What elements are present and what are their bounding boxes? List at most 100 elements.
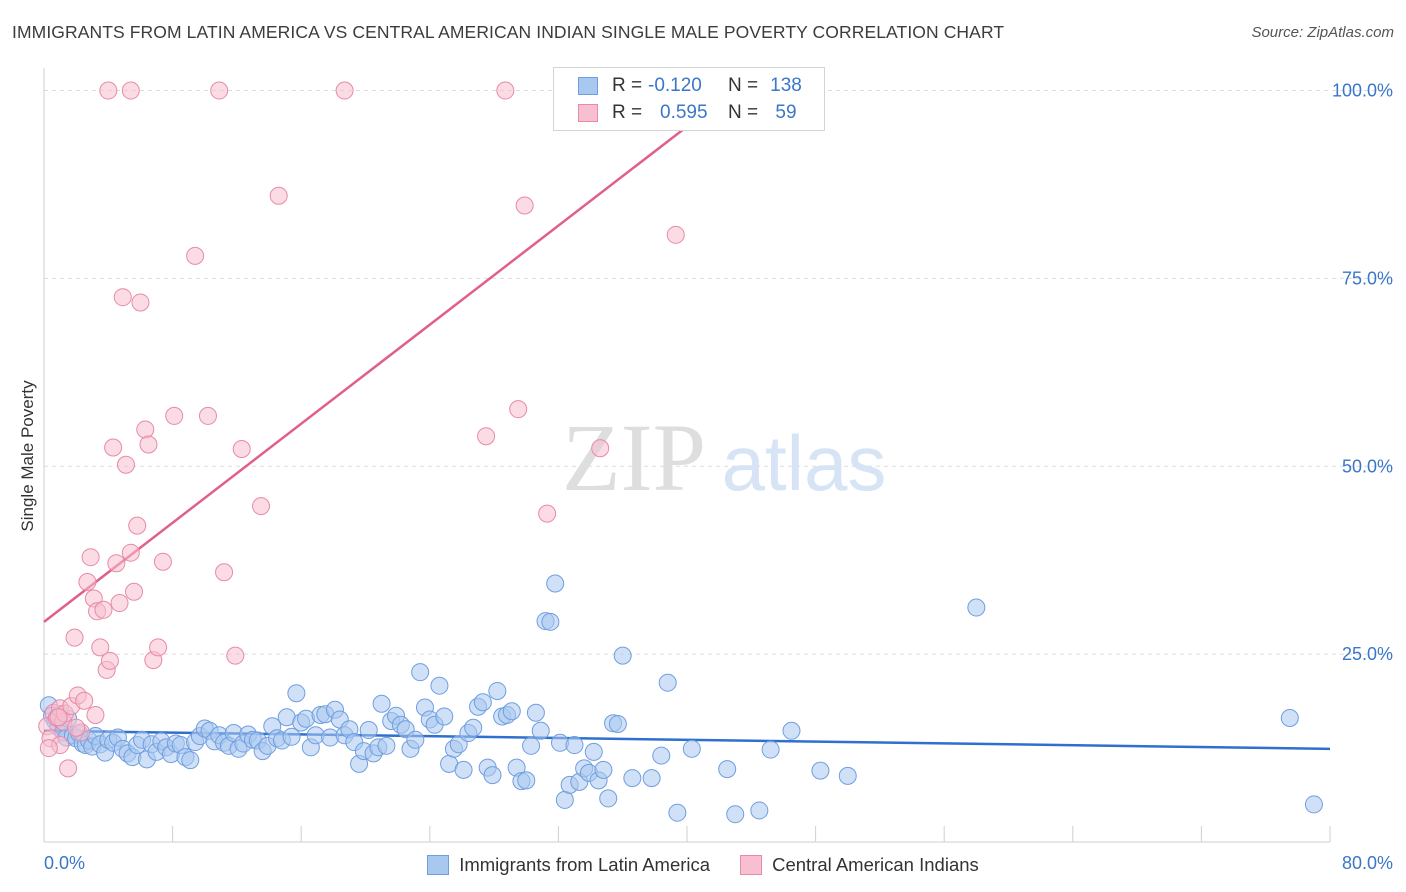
data-point-central-american-indians [232, 439, 251, 458]
legend-item-central-american-indians[interactable]: Central American Indians [740, 854, 979, 876]
data-point-latin-america [473, 693, 492, 712]
legend-swatch-pink [740, 855, 763, 875]
legend-row-series-1: R = -0.120 N = 138 [578, 73, 806, 99]
data-point-latin-america [1280, 709, 1299, 728]
legend-swatch-blue [578, 77, 598, 95]
data-point-central-american-indians [121, 81, 140, 100]
data-point-latin-america [406, 730, 425, 749]
data-point-latin-america [668, 803, 687, 822]
data-point-central-american-indians [94, 600, 113, 619]
legend-item-latin-america[interactable]: Immigrants from Latin America [427, 854, 710, 876]
data-point-latin-america [488, 681, 507, 700]
data-point-latin-america [522, 736, 541, 755]
data-point-central-american-indians [100, 651, 119, 670]
data-point-central-american-indians [67, 718, 86, 737]
legend-swatch-blue [427, 855, 450, 875]
data-point-latin-america [546, 574, 565, 593]
data-point-latin-america [517, 771, 536, 790]
data-point-latin-america [811, 761, 830, 780]
data-point-central-american-indians [110, 594, 129, 613]
data-point-central-american-indians [136, 420, 155, 439]
data-point-latin-america [967, 598, 986, 617]
data-point-latin-america [594, 760, 613, 779]
legend-label-central-american-indians: Central American Indians [772, 854, 979, 875]
data-point-central-american-indians [335, 81, 354, 100]
legend-r-label: R = [612, 102, 643, 123]
legend-n-value: 59 [775, 102, 797, 123]
data-point-central-american-indians [107, 554, 126, 573]
data-point-central-american-indians [128, 516, 147, 535]
data-point-central-american-indians [125, 582, 144, 601]
data-point-central-american-indians [139, 435, 158, 454]
legend-n-label: N = [728, 75, 759, 96]
data-point-central-american-indians [91, 638, 110, 657]
data-point-central-american-indians [99, 81, 118, 100]
data-point-latin-america [750, 801, 769, 820]
data-point-latin-america [555, 790, 574, 809]
data-point-latin-america [623, 769, 642, 788]
legend-r-value: -0.120 [648, 75, 702, 96]
data-point-central-american-indians [131, 293, 150, 312]
y-tick-label: 50.0% [1342, 456, 1393, 476]
data-point-latin-america [287, 684, 306, 703]
chart-title: IMMIGRANTS FROM LATIN AMERICA VS CENTRAL… [12, 22, 1005, 42]
data-point-latin-america [613, 646, 632, 665]
tick-labels: 25.0% 50.0% 75.0% 100.0% 0.0% 80.0% [44, 81, 1393, 873]
data-point-latin-america [726, 805, 745, 824]
data-point-latin-america [761, 740, 780, 759]
data-point-central-american-indians [515, 196, 534, 215]
data-point-central-american-indians [226, 646, 245, 665]
data-point-central-american-indians [210, 81, 229, 100]
legend-row-series-2: R = 0.595 N = 59 [578, 100, 806, 126]
data-point-central-american-indians [165, 406, 184, 425]
legend-label-latin-america: Immigrants from Latin America [459, 854, 711, 875]
data-point-latin-america [502, 702, 521, 721]
data-point-central-american-indians [269, 186, 288, 205]
source-label: Source: ZipAtlas.com [1251, 24, 1394, 41]
data-points [38, 81, 1323, 824]
data-point-latin-america [464, 718, 483, 737]
data-point-central-american-indians [538, 504, 557, 523]
data-point-central-american-indians [104, 438, 123, 457]
correlation-legend: R = -0.120 N = 138 R = 0.595 N = 59 [553, 67, 825, 131]
data-point-latin-america [531, 721, 550, 740]
data-point-latin-america [599, 789, 618, 808]
data-point-central-american-indians [75, 691, 94, 710]
trend-line-central-american-indians [43, 121, 693, 623]
data-point-latin-america [565, 736, 584, 755]
x-tick-label: 0.0% [44, 853, 85, 873]
data-point-central-american-indians [477, 427, 496, 446]
data-point-central-american-indians [666, 225, 685, 244]
grid-lines [44, 90, 1390, 655]
data-point-central-american-indians [86, 706, 105, 725]
y-tick-label: 100.0% [1332, 81, 1393, 101]
data-point-central-american-indians [78, 572, 97, 591]
data-point-central-american-indians [81, 548, 100, 567]
data-point-latin-america [541, 612, 560, 631]
data-point-latin-america [652, 746, 671, 765]
data-point-latin-america [377, 736, 396, 755]
data-point-latin-america [608, 715, 627, 734]
data-point-central-american-indians [39, 739, 58, 758]
legend-swatch-pink [578, 104, 598, 122]
data-point-latin-america [838, 766, 857, 785]
data-point-latin-america [782, 721, 801, 740]
data-point-central-american-indians [59, 759, 78, 778]
data-point-latin-america [411, 663, 430, 682]
data-point-latin-america [526, 703, 545, 722]
data-point-latin-america [642, 769, 661, 788]
data-point-latin-america [584, 742, 603, 761]
data-point-latin-america [181, 751, 200, 770]
data-point-central-american-indians [65, 628, 84, 647]
data-point-central-american-indians [591, 439, 610, 458]
watermark-zip: ZIP [562, 404, 706, 511]
data-point-central-american-indians [153, 552, 172, 571]
data-point-latin-america [282, 727, 301, 746]
data-point-latin-america [435, 707, 454, 726]
legend-r-label: R = [612, 75, 643, 96]
data-point-central-american-indians [113, 288, 132, 307]
data-point-central-american-indians [149, 638, 168, 657]
legend-n-label: N = [728, 102, 759, 123]
legend-r-value: 0.595 [660, 102, 708, 123]
data-point-latin-america [454, 760, 473, 779]
